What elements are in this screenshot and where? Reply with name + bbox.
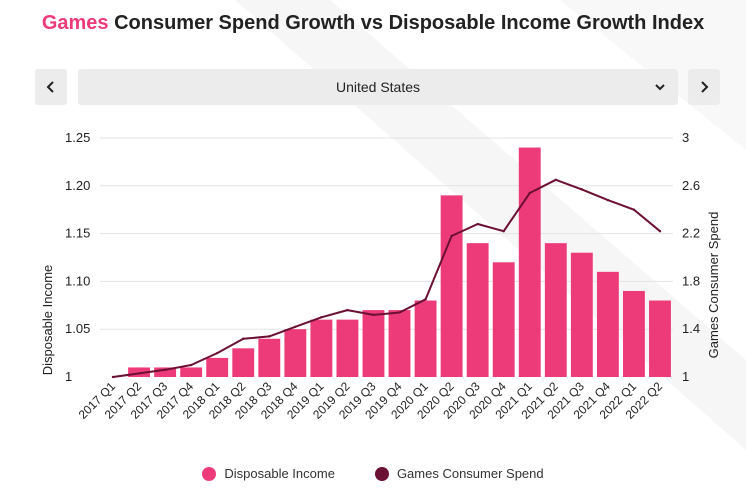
bar-disposable-income[interactable] <box>336 319 359 377</box>
line-point-games-spend <box>163 368 167 372</box>
line-point-games-spend <box>580 188 584 191</box>
line-point-games-spend <box>632 208 636 211</box>
y2-tick-label: 1.4 <box>682 321 700 336</box>
bar-disposable-income[interactable] <box>518 147 541 377</box>
y-tick-label: 1.15 <box>65 226 90 241</box>
y2-axis-label: Games Consumer Spend <box>706 212 721 359</box>
line-point-games-spend <box>528 191 531 195</box>
chevron-down-icon <box>655 84 665 91</box>
legend-label-income: Disposable Income <box>224 466 335 481</box>
legend-label-spend: Games Consumer Spend <box>396 466 544 481</box>
previous-button[interactable] <box>35 69 67 105</box>
bar-disposable-income[interactable] <box>232 348 255 377</box>
title-text: Consumer Spend Growth vs Disposable Inco… <box>108 12 705 34</box>
bar-disposable-income[interactable] <box>649 300 671 377</box>
region-select-value: United States <box>335 79 421 95</box>
y-tick-label: 1.10 <box>65 273 90 288</box>
bar-disposable-income[interactable] <box>570 252 593 377</box>
line-point-games-spend <box>242 337 245 340</box>
y2-tick-label: 2.6 <box>682 178 700 193</box>
chart-area: 11.051.101.151.201.2511.41.82.22.632017 … <box>40 130 721 422</box>
bar-disposable-income[interactable] <box>466 243 489 377</box>
y2-tick-label: 1.8 <box>682 273 700 288</box>
region-select[interactable]: United States <box>78 69 678 105</box>
bars <box>128 147 671 377</box>
chevron-right-icon <box>701 81 709 93</box>
line-point-games-spend <box>398 311 401 314</box>
bar-disposable-income[interactable] <box>310 319 333 377</box>
bar-disposable-income[interactable] <box>284 329 307 377</box>
bar-disposable-income[interactable] <box>622 290 645 377</box>
legend-swatch-spend <box>374 466 389 481</box>
y-tick-label: 1.05 <box>65 321 90 336</box>
y-axis-label: Disposable Income <box>40 265 55 376</box>
bar-disposable-income[interactable] <box>206 357 229 377</box>
y-tick-label: 1.20 <box>65 178 90 193</box>
spend-line-group <box>111 178 662 379</box>
line-point-games-spend <box>502 230 505 233</box>
legend-item-games-spend[interactable]: Games Consumer Spend <box>374 466 544 481</box>
bar-disposable-income[interactable] <box>492 262 515 377</box>
legend: Disposable Income Games Consumer Spend <box>0 466 746 481</box>
y2-tick-label: 2.2 <box>682 226 700 241</box>
next-button[interactable] <box>688 69 720 105</box>
line-point-games-spend <box>216 351 219 355</box>
line-point-games-spend <box>658 230 662 233</box>
bar-disposable-income[interactable] <box>362 310 385 377</box>
line-point-games-spend <box>294 325 297 329</box>
bar-disposable-income[interactable] <box>258 338 281 377</box>
bar-disposable-income[interactable] <box>414 300 437 377</box>
y2-tick-label: 1 <box>682 369 689 384</box>
line-point-games-spend <box>320 316 323 319</box>
legend-item-disposable-income[interactable]: Disposable Income <box>202 466 335 481</box>
bar-disposable-income[interactable] <box>440 195 463 377</box>
chevron-left-icon <box>46 81 54 93</box>
line-point-games-spend <box>268 335 271 338</box>
line-point-games-spend <box>372 313 375 317</box>
line-point-games-spend <box>476 222 479 226</box>
title-brand: Games <box>41 12 109 34</box>
chart-title: Games Consumer Spend Growth vs Disposabl… <box>0 12 746 35</box>
y-tick-label: 1 <box>65 369 72 384</box>
line-point-games-spend <box>111 375 115 379</box>
line-point-games-spend <box>424 298 427 301</box>
line-point-games-spend <box>346 308 349 312</box>
line-point-games-spend <box>137 372 141 375</box>
line-games-consumer-spend[interactable] <box>112 178 661 378</box>
line-point-games-spend <box>606 198 610 202</box>
line-point-games-spend <box>450 234 453 238</box>
bar-disposable-income[interactable] <box>596 271 619 377</box>
y-tick-label: 1.25 <box>65 130 90 145</box>
bar-disposable-income[interactable] <box>154 367 177 377</box>
bar-disposable-income[interactable] <box>388 310 411 377</box>
legend-swatch-income <box>202 466 217 481</box>
line-point-games-spend <box>554 178 557 182</box>
bar-disposable-income[interactable] <box>544 243 567 377</box>
bar-disposable-income[interactable] <box>180 367 203 377</box>
line-point-games-spend <box>189 363 193 367</box>
y2-tick-label: 3 <box>682 130 689 145</box>
